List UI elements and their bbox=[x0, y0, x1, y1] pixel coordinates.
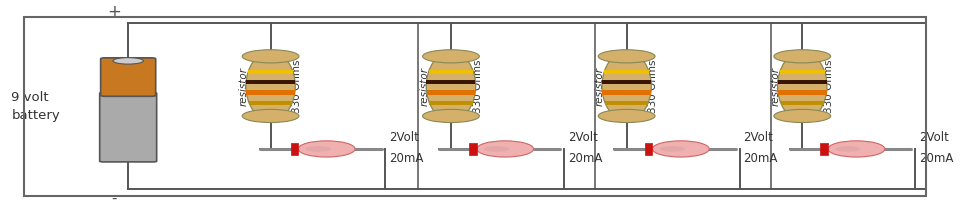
Bar bbox=[428, 70, 473, 74]
Bar bbox=[645, 143, 652, 154]
Text: 330 Ohms: 330 Ohms bbox=[648, 59, 659, 113]
Bar bbox=[602, 90, 651, 95]
FancyBboxPatch shape bbox=[100, 92, 156, 162]
Text: 330 Ohms: 330 Ohms bbox=[824, 59, 834, 113]
Text: 330 Ohms: 330 Ohms bbox=[292, 59, 302, 113]
Text: resistor: resistor bbox=[420, 67, 429, 106]
Text: 2Volt: 2Volt bbox=[567, 131, 598, 144]
Bar bbox=[24, 17, 925, 196]
Text: resistor: resistor bbox=[239, 67, 249, 106]
Bar bbox=[820, 143, 828, 154]
Text: resistor: resistor bbox=[595, 67, 605, 106]
Text: 2Volt: 2Volt bbox=[743, 131, 774, 144]
Ellipse shape bbox=[242, 109, 299, 122]
Ellipse shape bbox=[835, 146, 861, 152]
Text: 20mA: 20mA bbox=[389, 152, 423, 164]
Bar bbox=[247, 90, 295, 95]
Ellipse shape bbox=[652, 141, 709, 157]
Bar bbox=[778, 80, 827, 84]
Text: 330 Ohms: 330 Ohms bbox=[472, 59, 483, 113]
Ellipse shape bbox=[422, 50, 479, 63]
Ellipse shape bbox=[484, 146, 510, 152]
Ellipse shape bbox=[598, 50, 655, 63]
Text: 20mA: 20mA bbox=[743, 152, 778, 164]
Ellipse shape bbox=[242, 50, 299, 63]
Bar bbox=[426, 80, 475, 84]
Text: 2Volt: 2Volt bbox=[919, 131, 948, 144]
Bar bbox=[246, 80, 295, 84]
Bar bbox=[469, 143, 476, 154]
Bar bbox=[291, 143, 299, 154]
Ellipse shape bbox=[299, 141, 355, 157]
Ellipse shape bbox=[774, 109, 830, 122]
Ellipse shape bbox=[660, 146, 685, 152]
Ellipse shape bbox=[774, 50, 830, 63]
Bar bbox=[427, 90, 475, 95]
Ellipse shape bbox=[476, 141, 534, 157]
Bar bbox=[249, 101, 292, 104]
Text: 20mA: 20mA bbox=[919, 152, 953, 164]
Ellipse shape bbox=[598, 109, 655, 122]
Ellipse shape bbox=[828, 141, 885, 157]
Bar bbox=[249, 70, 293, 74]
Text: 20mA: 20mA bbox=[567, 152, 602, 164]
Bar bbox=[604, 70, 649, 74]
Bar bbox=[605, 101, 648, 104]
Bar bbox=[780, 70, 825, 74]
Bar bbox=[602, 80, 651, 84]
Circle shape bbox=[113, 58, 143, 64]
Text: +: + bbox=[107, 3, 121, 21]
FancyBboxPatch shape bbox=[101, 58, 156, 96]
Ellipse shape bbox=[778, 52, 827, 121]
Bar bbox=[429, 101, 472, 104]
Ellipse shape bbox=[305, 146, 331, 152]
Ellipse shape bbox=[422, 109, 479, 122]
Text: -: - bbox=[111, 190, 117, 205]
Ellipse shape bbox=[426, 52, 475, 121]
Text: 9 volt
battery: 9 volt battery bbox=[12, 91, 60, 122]
Bar bbox=[778, 90, 827, 95]
Ellipse shape bbox=[602, 52, 651, 121]
Text: resistor: resistor bbox=[771, 67, 780, 106]
Bar bbox=[780, 101, 824, 104]
Ellipse shape bbox=[246, 52, 296, 121]
Text: 2Volt: 2Volt bbox=[389, 131, 420, 144]
